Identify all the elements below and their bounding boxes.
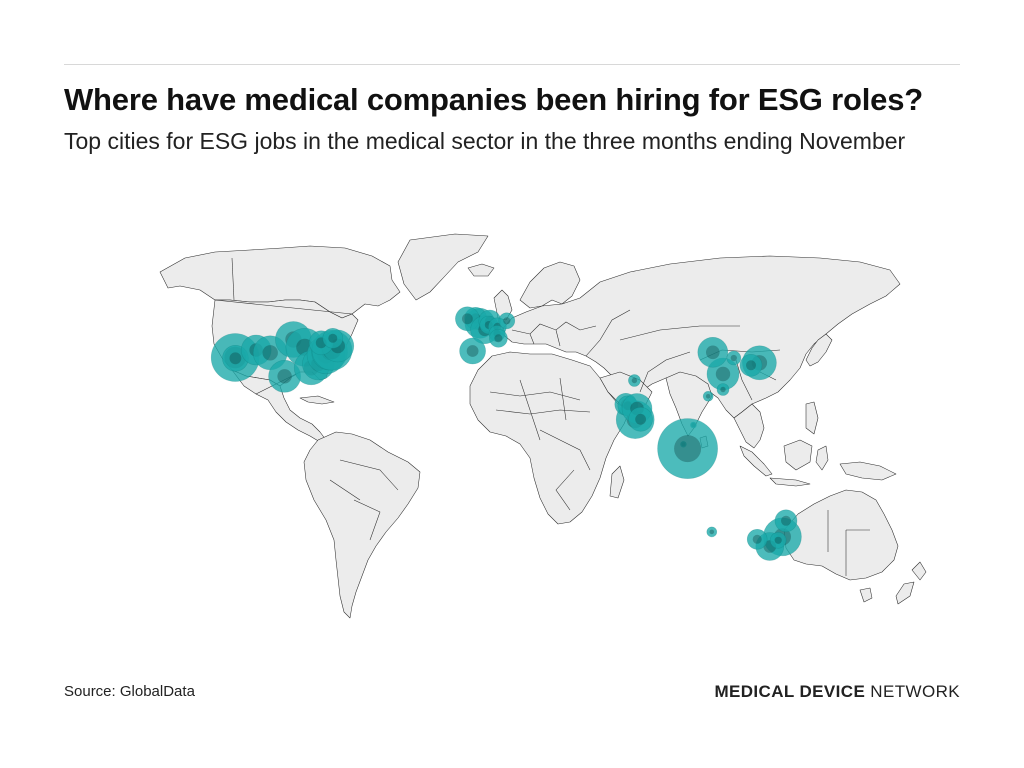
land-new-guinea [839, 461, 897, 481]
city-bubble-30 [739, 353, 763, 377]
city-bubble-core-25 [494, 334, 503, 343]
land-greenland [397, 233, 489, 301]
city-bubble-core-26 [715, 366, 731, 382]
land-africa [469, 351, 631, 525]
city-bubble-core-3 [262, 345, 278, 361]
land-south-america [303, 431, 421, 619]
city-bubble-47 [769, 531, 787, 549]
land-philippines [805, 401, 819, 435]
city-bubble-14 [322, 327, 344, 349]
city-bubble-core-39 [635, 413, 646, 425]
land-australia [783, 489, 899, 581]
land-borneo [783, 439, 813, 471]
land-southeast-asia [733, 403, 765, 449]
land-madagascar [609, 465, 625, 499]
brand-strong: MEDICAL DEVICE [714, 682, 866, 701]
land-scandinavia [519, 261, 581, 309]
city-bubble-41 [657, 418, 718, 479]
city-bubble-core-14 [328, 333, 338, 343]
city-bubble-core-24 [466, 345, 479, 357]
city-bubble-core-31 [705, 394, 711, 399]
city-bubble-core-32 [720, 386, 726, 393]
city-bubble-28 [726, 350, 742, 366]
land-new-zealand [895, 561, 927, 605]
city-bubble-core-23 [503, 317, 511, 325]
city-bubble-31 [702, 390, 714, 402]
city-bubble-39 [628, 406, 653, 432]
land-cuba [299, 395, 335, 405]
city-bubble-25 [489, 328, 508, 348]
city-bubbles [210, 306, 802, 561]
land-tasmania [859, 587, 873, 603]
city-bubble-core-27 [706, 345, 720, 360]
city-bubble-core-41 [674, 435, 702, 463]
city-bubble-24 [459, 337, 486, 365]
city-bubble-23 [498, 312, 516, 330]
city-bubble-core-40 [631, 377, 638, 384]
city-bubble-core-30 [746, 360, 756, 371]
city-bubble-core-1 [229, 352, 242, 365]
city-bubble-core-46 [709, 529, 715, 535]
city-bubble-45 [746, 528, 768, 550]
city-bubble-core-47 [774, 536, 782, 544]
land-japan [805, 333, 833, 367]
land-java [769, 477, 811, 487]
city-bubble-core-43 [781, 515, 791, 526]
city-bubble-core-28 [730, 354, 737, 362]
top-rule [64, 64, 960, 65]
source-note: Source: GlobalData [64, 683, 195, 700]
map-land [159, 233, 927, 619]
chart-subtitle: Top cities for ESG jobs in the medical s… [64, 128, 906, 154]
city-bubble-core-17 [462, 313, 473, 325]
land-sumatra [739, 445, 773, 477]
city-bubble-32 [716, 383, 730, 396]
land-india [665, 371, 713, 437]
chart-title: Where have medical companies been hiring… [64, 82, 923, 117]
city-bubble-core-45 [752, 534, 762, 544]
city-bubble-27 [697, 336, 729, 368]
city-bubble-core-4 [277, 369, 292, 384]
city-bubble-40 [628, 374, 641, 387]
brand-logo: MEDICAL DEVICE NETWORK [714, 682, 960, 702]
brand-light: NETWORK [865, 682, 960, 701]
city-bubble-46 [706, 526, 718, 538]
city-bubble-43 [774, 509, 798, 533]
land-iceland [467, 263, 495, 277]
land-sulawesi [815, 445, 829, 471]
